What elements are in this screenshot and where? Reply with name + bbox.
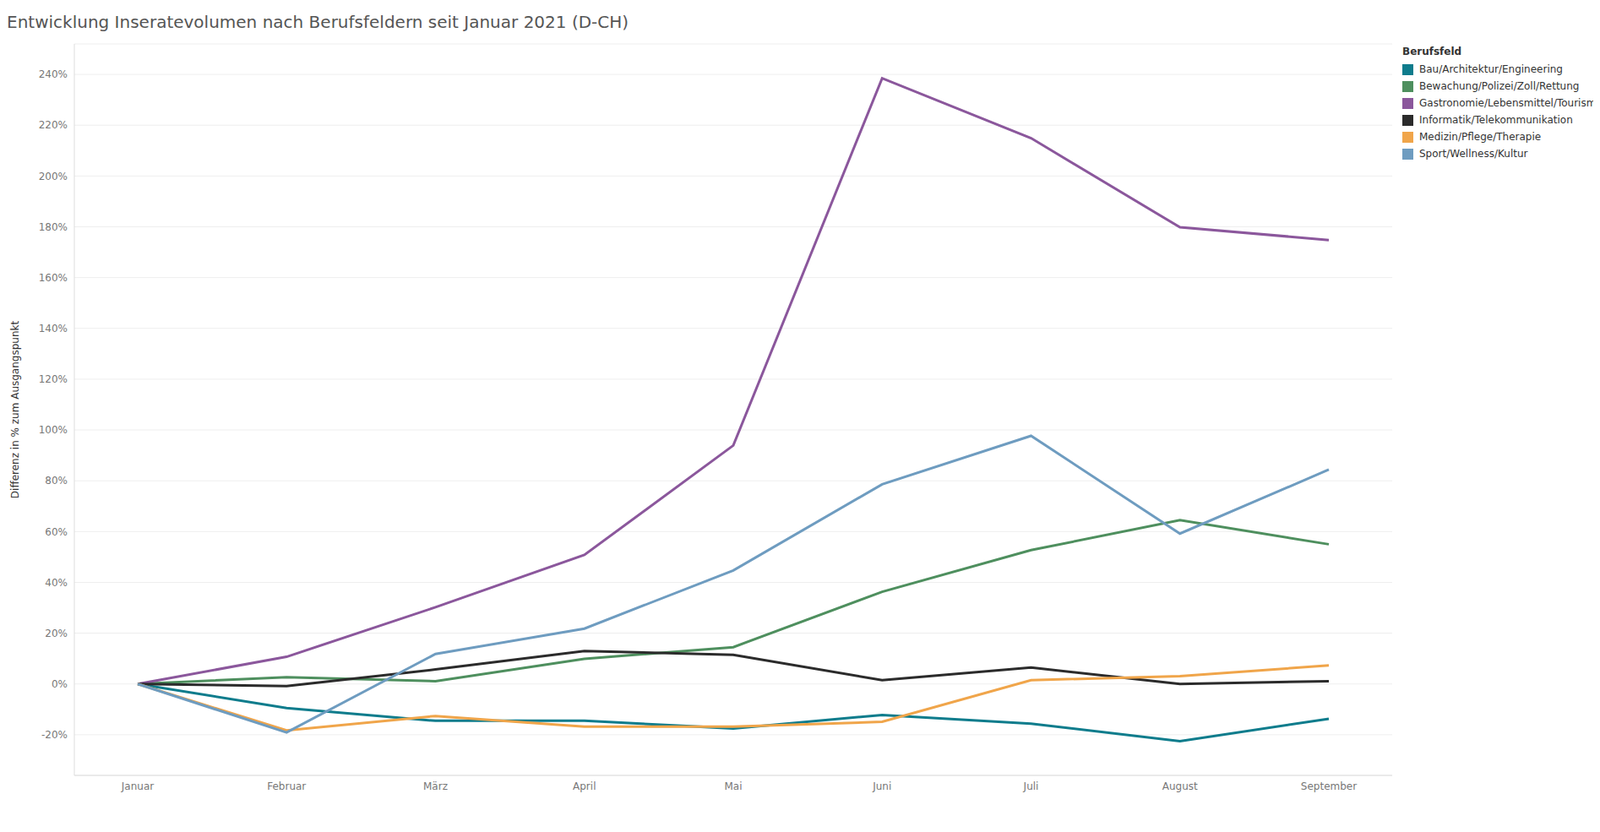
svg-text:0%: 0% — [51, 678, 68, 691]
svg-text:240%: 240% — [38, 68, 68, 81]
svg-text:40%: 40% — [44, 576, 68, 589]
svg-text:80%: 80% — [44, 474, 68, 487]
svg-text:200%: 200% — [38, 170, 68, 183]
svg-text:Juni: Juni — [871, 780, 892, 793]
svg-text:100%: 100% — [38, 424, 68, 436]
html-text:Bau/Architektur/Engineering: Bau/Architektur/Engineering — [1419, 63, 1563, 76]
svg-text:August: August — [1162, 780, 1198, 793]
html-text:Entwicklung Inseratevolumen na: Entwicklung Inseratevolumen nach Berufsf… — [6, 11, 629, 33]
svg-text:-20%: -20% — [41, 729, 68, 741]
svg-text:220%: 220% — [38, 119, 68, 131]
svg-text:April: April — [572, 780, 596, 793]
svg-text:Juli: Juli — [1023, 780, 1040, 793]
html-text:Medizin/Pflege/Therapie: Medizin/Pflege/Therapie — [1419, 130, 1541, 143]
svg-text:140%: 140% — [38, 322, 68, 335]
svg-text:Februar: Februar — [266, 780, 306, 793]
svg-text:März: März — [423, 780, 448, 793]
html-text:Berufsfeld: Berufsfeld — [1402, 45, 1462, 58]
svg-text:60%: 60% — [44, 526, 68, 539]
svg-text:September: September — [1300, 780, 1357, 793]
html-text:Bewachung/Polizei/Zoll/Rettung: Bewachung/Polizei/Zoll/Rettung — [1419, 80, 1580, 93]
html-text:Informatik/Telekommunikation: Informatik/Telekommunikation — [1419, 114, 1573, 126]
svg-text:Differenz in % zum Ausgangspun: Differenz in % zum Ausgangspunkt — [9, 321, 22, 500]
svg-text:Januar: Januar — [120, 780, 154, 793]
svg-text:120%: 120% — [38, 373, 68, 386]
svg-text:20%: 20% — [44, 627, 68, 640]
svg-text:Mai: Mai — [723, 780, 742, 793]
svg-text:160%: 160% — [38, 272, 68, 284]
svg-text:180%: 180% — [38, 221, 68, 234]
html-text:Sport/Wellness/Kultur: Sport/Wellness/Kultur — [1419, 147, 1528, 160]
